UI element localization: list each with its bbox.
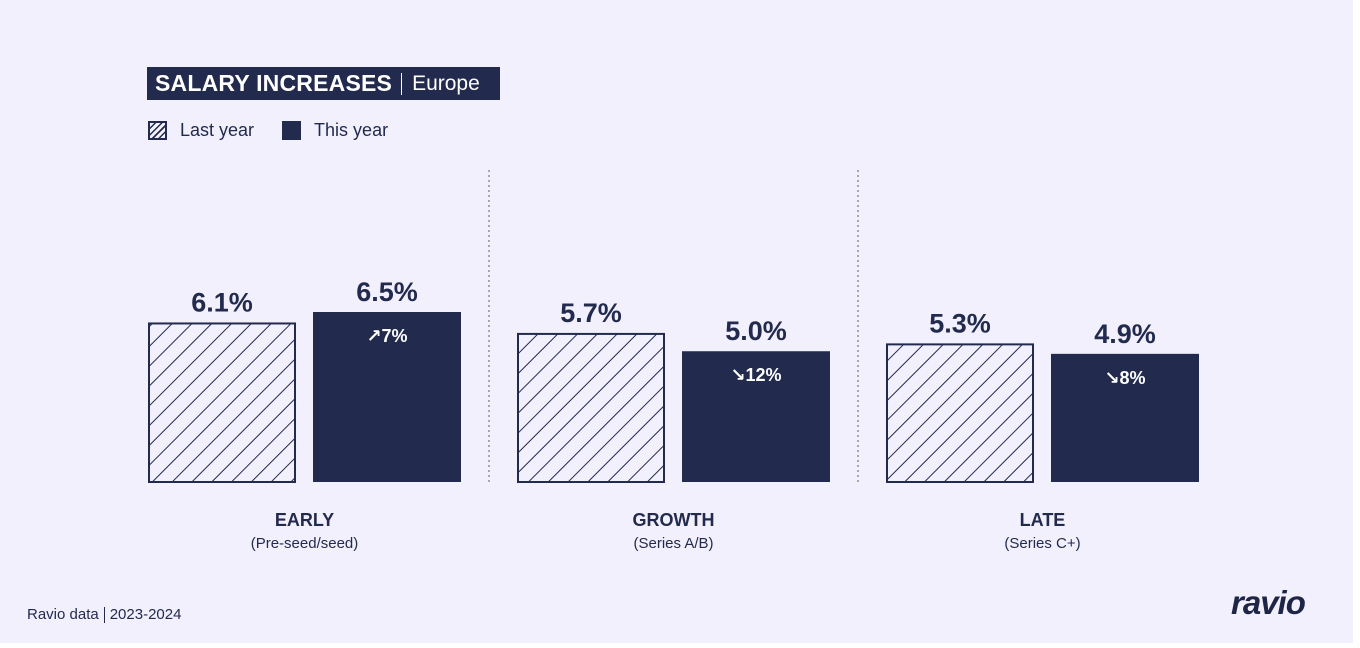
category-label-early: EARLY [275, 510, 334, 530]
legend-label-last-year: Last year [180, 120, 255, 140]
value-label-this-year-growth: 5.0% [725, 316, 787, 346]
footer-divider [103, 606, 105, 623]
title-divider [401, 72, 403, 95]
legend: Last year This year [148, 120, 416, 141]
category-note-late: (Series C+) [1004, 535, 1080, 552]
footer: Ravio data 2023-2024 [27, 606, 181, 623]
bar-last-year-early [148, 322, 296, 484]
solid-swatch-icon [282, 121, 302, 140]
value-label-last-year-early: 6.1% [191, 287, 253, 317]
bar-this-year-growth [682, 351, 830, 482]
legend-item-last-year: Last year [148, 120, 254, 141]
category-note-early: (Pre-seed/seed) [251, 535, 359, 552]
value-label-this-year-early: 6.5% [356, 277, 418, 307]
bar-this-year-early [313, 312, 461, 482]
chart-title-box: SALARY INCREASES Europe [147, 67, 500, 100]
change-label-early: ↗7% [366, 326, 407, 346]
bar-this-year-late [1051, 353, 1199, 482]
chart-region: Europe [412, 71, 480, 95]
change-label-late: ↘8% [1104, 368, 1145, 388]
value-label-last-year-late: 5.3% [929, 308, 991, 338]
bar-last-year-growth [517, 332, 665, 483]
value-label-last-year-growth: 5.7% [560, 298, 622, 328]
value-label-this-year-late: 4.9% [1094, 319, 1156, 349]
chart-title: SALARY INCREASES [155, 70, 393, 96]
legend-item-this-year: This year [282, 120, 388, 141]
category-label-growth: GROWTH [633, 510, 715, 530]
change-label-growth: ↘12% [730, 365, 781, 385]
hatched-swatch-icon [148, 121, 167, 140]
category-label-late: LATE [1020, 510, 1066, 530]
legend-label-this-year: This year [314, 120, 389, 140]
ravio-logo: ravio [1231, 584, 1306, 621]
category-note-growth: (Series A/B) [633, 535, 713, 552]
footer-source: Ravio data [27, 606, 99, 623]
footer-period: 2023-2024 [109, 606, 182, 623]
bar-last-year-late [886, 343, 1034, 483]
